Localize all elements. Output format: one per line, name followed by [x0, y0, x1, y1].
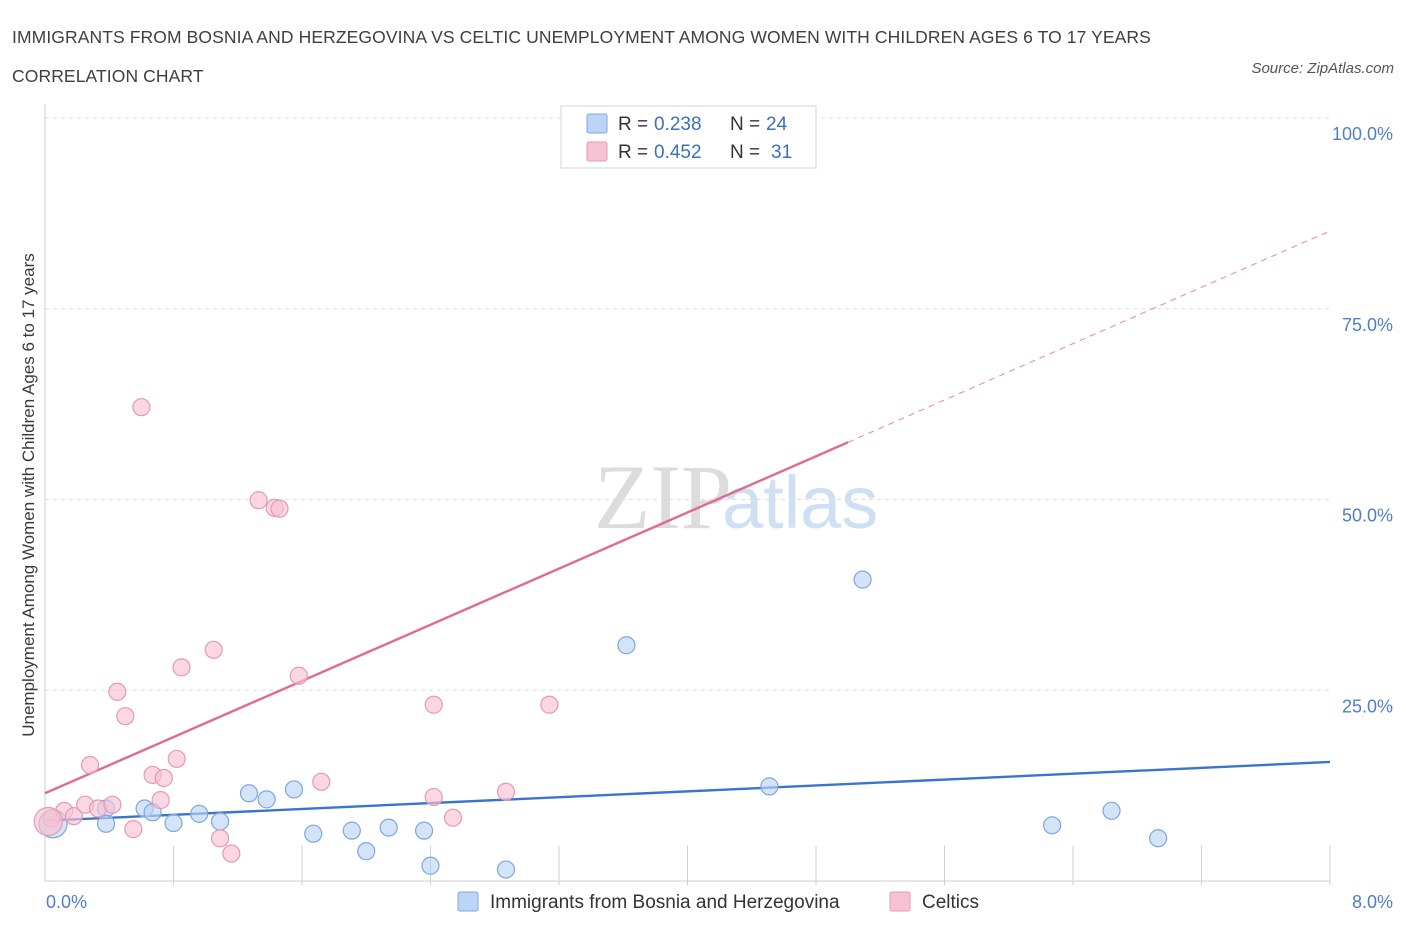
legend-r-value-pink: 0.452: [654, 142, 702, 163]
data-point-pink: [424, 695, 443, 714]
data-point-blue: [357, 842, 376, 861]
axes: [44, 104, 1331, 885]
trend-line-pink: [44, 441, 849, 795]
data-point-blue: [496, 860, 516, 879]
data-point-blue: [421, 856, 440, 875]
data-point-pink: [204, 640, 223, 659]
data-point-pink: [496, 782, 516, 801]
data-point-blue: [1102, 801, 1121, 820]
series-legend: Immigrants from Bosnia and Herzegovina C…: [457, 891, 979, 913]
x-tick-label: 0.0%: [46, 892, 87, 912]
data-point-blue: [210, 812, 230, 831]
bottom-legend-swatch-pink: [889, 891, 911, 912]
data-point-pink: [249, 491, 268, 510]
data-point-pink: [64, 807, 84, 826]
data-point-pink: [33, 806, 63, 837]
y-axis-label: Unemployment Among Women with Children A…: [19, 253, 38, 737]
correlation-legend: R = 0.238 N = 24 R = 0.452 N = 31: [560, 105, 817, 169]
watermark-zip: ZIP: [594, 446, 732, 548]
trend-line-extension-pink: [847, 230, 1331, 443]
data-point-pink: [116, 707, 135, 726]
data-point-pink: [103, 795, 122, 814]
data-point-blue: [1043, 816, 1062, 835]
data-point-pink: [424, 787, 443, 807]
y-tick-label: 100.0%: [1332, 124, 1393, 144]
chart-title: IMMIGRANTS FROM BOSNIA AND HERZEGOVINA V…: [12, 27, 1151, 86]
data-point-pink: [289, 666, 308, 685]
data-point-blue: [239, 784, 259, 803]
data-point-pink: [124, 820, 143, 839]
data-point-blue: [284, 780, 304, 799]
data-point-blue: [304, 824, 323, 843]
data-point-pink: [167, 749, 186, 769]
data-point-blue: [342, 821, 361, 840]
y-tick-label: 50.0%: [1342, 506, 1393, 526]
data-point-blue: [190, 804, 209, 823]
data-point-blue: [96, 814, 116, 833]
data-point-pink: [151, 791, 170, 810]
watermark-atlas: atlas: [722, 461, 878, 544]
data-point-pink: [108, 682, 127, 701]
source-label: Source: ZipAtlas.com: [1251, 60, 1394, 77]
bottom-legend-label-blue: Immigrants from Bosnia and Herzegovina: [490, 892, 840, 913]
trend-lines: [44, 230, 1331, 822]
data-point-blue: [1149, 829, 1168, 848]
data-point-blue: [853, 570, 872, 589]
data-point-pink: [80, 755, 100, 775]
data-point-blue: [257, 790, 276, 809]
legend-swatch-pink: [586, 141, 608, 162]
tick-labels: 100.0% 75.0% 50.0% 25.0% 0.0% 8.0%: [46, 124, 1393, 912]
y-tick-label: 75.0%: [1342, 315, 1393, 335]
legend-swatch-blue: [586, 113, 608, 134]
data-point-pink: [312, 772, 331, 791]
bottom-legend-swatch-blue: [457, 891, 479, 912]
legend-r-label: R =: [618, 142, 648, 163]
legend-r-label: R =: [618, 114, 648, 135]
data-point-pink: [540, 695, 559, 714]
data-point-blue: [379, 818, 398, 837]
legend-n-value-blue: 24: [766, 114, 788, 135]
data-point-pink: [443, 808, 463, 827]
bottom-legend-label-pink: Celtics: [922, 892, 979, 913]
y-tick-label: 25.0%: [1342, 696, 1393, 716]
trend-line-blue: [44, 760, 1331, 822]
legend-n-value-pink: 31: [771, 142, 792, 163]
legend-n-label: N =: [730, 142, 760, 163]
data-point-pink: [210, 829, 230, 848]
data-point-blue: [617, 636, 636, 655]
data-point-pink: [222, 844, 241, 863]
gridlines: [45, 117, 1330, 691]
legend-r-value-blue: 0.238: [654, 114, 702, 135]
data-point-pink: [154, 768, 173, 788]
data-point-blue: [164, 813, 183, 833]
legend-n-label: N =: [730, 114, 760, 135]
data-point-pink: [270, 499, 289, 518]
data-point-blue: [414, 821, 434, 840]
data-point-pink: [172, 658, 191, 677]
data-point-pink: [132, 398, 151, 417]
x-tick-label: 8.0%: [1352, 892, 1393, 912]
data-points: [33, 108, 1168, 879]
data-point-blue: [760, 777, 779, 796]
